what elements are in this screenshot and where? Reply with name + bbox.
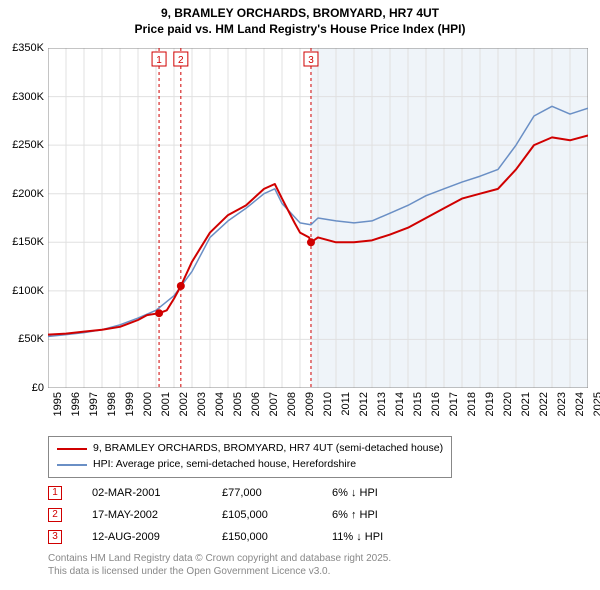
legend-item: HPI: Average price, semi-detached house,… (57, 457, 443, 473)
x-tick-label: 2025 (592, 392, 600, 416)
svg-text:3: 3 (308, 55, 314, 66)
x-tick-label: 2011 (340, 392, 352, 416)
sale-row: 1 02-MAR-2001£77,0006% ↓ HPI (48, 482, 452, 504)
y-tick-label: £100K (12, 285, 44, 297)
sale-marker-badge: 3 (48, 530, 62, 544)
legend-item: 9, BRAMLEY ORCHARDS, BROMYARD, HR7 4UT (… (57, 441, 443, 457)
y-tick-label: £0 (32, 382, 44, 394)
sale-date: 17-MAY-2002 (92, 509, 222, 521)
x-tick-label: 2005 (232, 392, 244, 416)
sale-price: £150,000 (222, 531, 332, 543)
x-tick-label: 2018 (466, 392, 478, 416)
sale-price: £77,000 (222, 487, 332, 499)
sale-row: 3 12-AUG-2009£150,00011% ↓ HPI (48, 526, 452, 548)
x-tick-label: 2015 (412, 392, 424, 416)
x-tick-label: 2021 (520, 392, 532, 416)
y-tick-label: £150K (12, 236, 44, 248)
title-line2: Price paid vs. HM Land Registry's House … (0, 22, 600, 38)
x-tick-label: 2007 (268, 392, 280, 416)
x-tick-label: 1997 (88, 392, 100, 416)
x-tick-label: 2024 (574, 392, 586, 416)
svg-text:2: 2 (178, 55, 184, 66)
y-tick-label: £250K (12, 139, 44, 151)
x-tick-label: 2000 (142, 392, 154, 416)
x-tick-label: 2008 (286, 392, 298, 416)
sale-delta: 11% ↓ HPI (332, 531, 452, 543)
legend-label: 9, BRAMLEY ORCHARDS, BROMYARD, HR7 4UT (… (93, 441, 443, 457)
x-tick-label: 1996 (70, 392, 82, 416)
legend: 9, BRAMLEY ORCHARDS, BROMYARD, HR7 4UT (… (48, 436, 452, 478)
x-tick-label: 2023 (556, 392, 568, 416)
sale-marker-badge: 2 (48, 508, 62, 522)
plot-area: 1 2 3 (48, 48, 588, 388)
x-tick-label: 2022 (538, 392, 550, 416)
x-tick-label: 2013 (376, 392, 388, 416)
sale-date: 02-MAR-2001 (92, 487, 222, 499)
chart-svg: 1 2 3 (48, 48, 588, 388)
sale-date: 12-AUG-2009 (92, 531, 222, 543)
x-tick-label: 2002 (178, 392, 190, 416)
legend-swatch (57, 464, 87, 466)
sales-table: 1 02-MAR-2001£77,0006% ↓ HPI 2 17-MAY-2002£… (48, 482, 452, 548)
x-tick-label: 2010 (322, 392, 334, 416)
footer-line2: This data is licensed under the Open Gov… (48, 565, 391, 578)
x-tick-label: 2016 (430, 392, 442, 416)
x-tick-label: 1998 (106, 392, 118, 416)
x-tick-label: 2004 (214, 392, 226, 416)
y-tick-label: £200K (12, 188, 44, 200)
x-tick-label: 2014 (394, 392, 406, 416)
footer-note: Contains HM Land Registry data © Crown c… (48, 552, 391, 578)
legend-swatch (57, 448, 87, 450)
title-line1: 9, BRAMLEY ORCHARDS, BROMYARD, HR7 4UT (0, 6, 600, 22)
x-tick-label: 2006 (250, 392, 262, 416)
y-tick-label: £300K (12, 91, 44, 103)
sale-marker-badge: 1 (48, 486, 62, 500)
svg-text:1: 1 (156, 55, 162, 66)
x-tick-label: 2009 (304, 392, 316, 416)
sale-row: 2 17-MAY-2002£105,0006% ↑ HPI (48, 504, 452, 526)
legend-label: HPI: Average price, semi-detached house,… (93, 457, 356, 473)
chart-title: 9, BRAMLEY ORCHARDS, BROMYARD, HR7 4UT P… (0, 0, 600, 37)
x-tick-label: 2020 (502, 392, 514, 416)
x-tick-label: 2019 (484, 392, 496, 416)
y-tick-label: £50K (18, 333, 44, 345)
y-axis: £0£50K£100K£150K£200K£250K£300K£350K (0, 48, 46, 388)
x-tick-label: 2003 (196, 392, 208, 416)
x-tick-label: 2001 (160, 392, 172, 416)
y-tick-label: £350K (12, 42, 44, 54)
footer-line1: Contains HM Land Registry data © Crown c… (48, 552, 391, 565)
x-tick-label: 2012 (358, 392, 370, 416)
x-tick-label: 1995 (52, 392, 64, 416)
x-tick-label: 2017 (448, 392, 460, 416)
sale-delta: 6% ↓ HPI (332, 487, 452, 499)
x-axis: 1995 1996 1997 1998 1999 2000 2001 2002 2003 2004… (48, 388, 588, 434)
chart-container: 9, BRAMLEY ORCHARDS, BROMYARD, HR7 4UT P… (0, 0, 600, 590)
x-tick-label: 1999 (124, 392, 136, 416)
sale-delta: 6% ↑ HPI (332, 509, 452, 521)
sale-price: £105,000 (222, 509, 332, 521)
